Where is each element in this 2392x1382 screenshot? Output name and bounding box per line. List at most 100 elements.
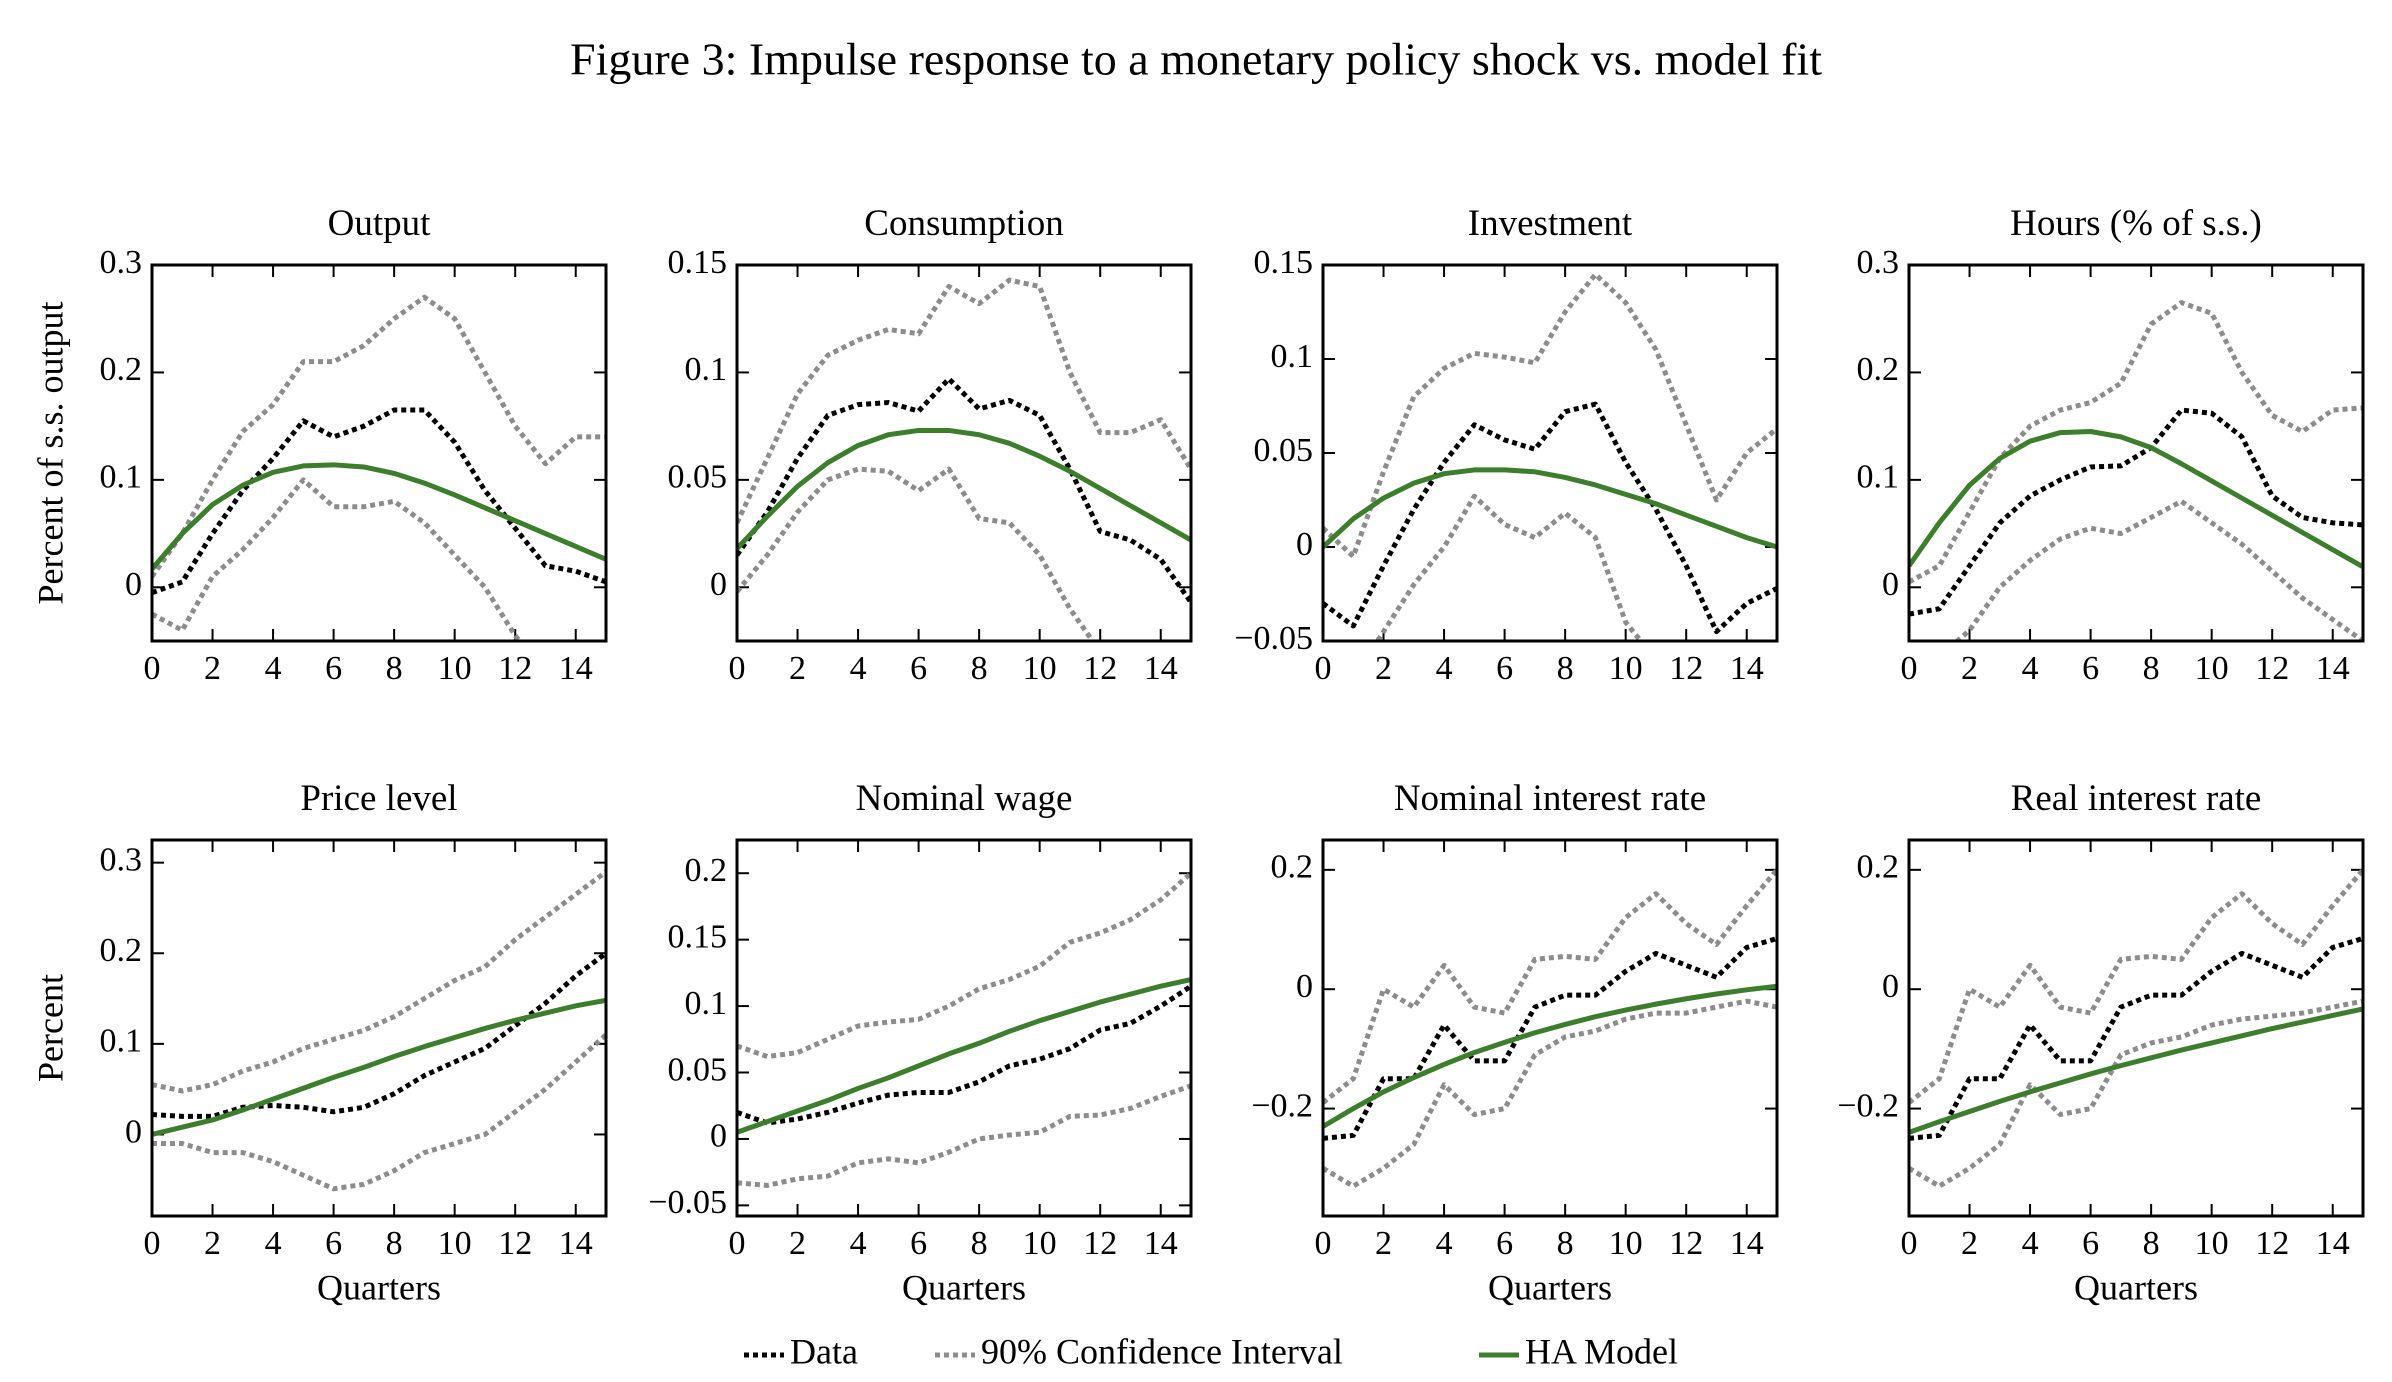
x-tick-label: 8 (1557, 1225, 1574, 1262)
x-tick-label: 0 (1901, 650, 1918, 687)
y-tick-label: −0.2 (1251, 1087, 1313, 1124)
x-tick-label: 6 (2082, 650, 2099, 687)
data-line (1323, 401, 1777, 635)
model-line (152, 462, 606, 571)
ci-line (1953, 498, 2363, 641)
x-tick-label: 4 (850, 1225, 867, 1262)
x-axis-label: Quarters (902, 1267, 1026, 1307)
x-tick-label: 8 (2143, 650, 2160, 687)
y-tick-label: 0.1 (100, 1023, 143, 1060)
x-tick-label: 4 (265, 650, 282, 687)
x-tick-label: 14 (559, 1225, 593, 1262)
model-line (1909, 429, 2363, 570)
x-tick-label: 4 (2022, 650, 2039, 687)
x-tick-label: 6 (1496, 1225, 1513, 1262)
x-tick-label: 6 (910, 1225, 927, 1262)
legend-label: 90% Confidence Interval (981, 1331, 1343, 1371)
x-tick-label: 14 (559, 650, 593, 687)
y-tick-label: 0 (125, 566, 142, 603)
x-tick-label: 12 (1669, 650, 1703, 687)
y-tick-label: 0 (1882, 968, 1899, 1005)
y-tick-label: 0.1 (1857, 459, 1900, 496)
ci-line (1909, 868, 2363, 1105)
x-tick-label: 6 (325, 1225, 342, 1262)
model-line (737, 427, 1191, 551)
data-line (152, 407, 606, 596)
ci-line (152, 1032, 606, 1192)
y-tick-label: 0.05 (1254, 432, 1314, 469)
x-tick-label: 10 (438, 1225, 472, 1262)
x-tick-label: 12 (2255, 650, 2289, 687)
lines (1323, 271, 1777, 641)
ci-line (737, 466, 1096, 641)
x-tick-label: 4 (2022, 1225, 2039, 1262)
panel-title: Hours (% of s.s.) (2010, 203, 2262, 244)
x-tick-label: 4 (265, 1225, 282, 1262)
y-tick-label: 0.2 (685, 852, 728, 889)
x-tick-label: 6 (1496, 650, 1513, 687)
x-tick-label: 14 (2316, 1225, 2350, 1262)
x-tick-label: 12 (498, 1225, 532, 1262)
ci-line (152, 294, 606, 578)
model-line (1323, 983, 1777, 1129)
ci-line (1323, 271, 1777, 559)
data-line (152, 951, 606, 1119)
plot-frame (150, 263, 608, 643)
x-tick-label: 8 (386, 650, 403, 687)
x-tick-label: 10 (2195, 650, 2229, 687)
x-tick-label: 12 (2255, 1225, 2289, 1262)
data-line (737, 984, 1191, 1126)
lines (737, 277, 1191, 641)
panel-title: Output (328, 203, 432, 244)
x-tick-label: 6 (2082, 1225, 2099, 1262)
y-tick-label: 0.15 (1254, 244, 1314, 281)
panel: Hours (% of s.s.) 0 0.1 0.2 0.3 0 2 4 6 8 10 12 14 (1857, 203, 2365, 687)
panel: Price level 0 0.1 0.2 0.3 0 2 4 6 8 10 12 14 Percent Q… (30, 778, 608, 1307)
y-axis-label: Percent (30, 974, 70, 1082)
panel: Output 0 0.1 0.2 0.3 0 2 4 6 8 10 12 14 Percent of s.… (30, 203, 608, 687)
ci-line (1374, 493, 1645, 641)
plot-frame (735, 263, 1193, 643)
lines (737, 871, 1191, 1188)
x-tick-label: 10 (1023, 1225, 1057, 1262)
y-tick-label: 0.2 (1857, 849, 1900, 886)
panel-title: Investment (1468, 203, 1633, 244)
x-tick-label: 12 (1083, 650, 1117, 687)
x-tick-label: 2 (204, 1225, 221, 1262)
ci-line (1909, 300, 2363, 585)
ci-line (1323, 998, 1777, 1189)
y-tick-label: 0 (125, 1113, 142, 1150)
y-tick-label: 0.3 (100, 841, 143, 878)
y-tick-label: −0.05 (648, 1184, 727, 1221)
x-tick-label: 0 (729, 1225, 746, 1262)
y-tick-label: 0.2 (100, 351, 143, 388)
lines (1323, 868, 1777, 1189)
y-tick-label: 0.05 (668, 1051, 728, 1088)
x-axis-label: Quarters (317, 1267, 441, 1307)
x-tick-label: 8 (971, 1225, 988, 1262)
x-tick-label: 4 (1436, 1225, 1453, 1262)
panel: Consumption 0 0.05 0.1 0.15 0 2 4 6 8 10 12 14 (668, 203, 1193, 687)
x-tick-label: 10 (2195, 1225, 2229, 1262)
x-tick-label: 12 (498, 650, 532, 687)
x-axis-label: Quarters (2074, 1267, 2198, 1307)
x-tick-label: 0 (144, 650, 161, 687)
y-tick-label: −0.05 (1234, 620, 1313, 657)
y-tick-label: 0.1 (100, 459, 143, 496)
x-tick-label: 10 (1609, 650, 1643, 687)
ci-line (737, 1083, 1191, 1188)
y-tick-label: −0.2 (1837, 1087, 1899, 1124)
x-tick-label: 8 (386, 1225, 403, 1262)
ci-line (737, 277, 1191, 524)
y-tick-label: 0 (1296, 968, 1313, 1005)
y-tick-label: 0 (710, 566, 727, 603)
model-line (1323, 467, 1777, 550)
panel-title: Consumption (864, 203, 1063, 244)
lines (152, 869, 606, 1192)
data-line (1909, 936, 2363, 1141)
x-tick-label: 8 (971, 650, 988, 687)
x-tick-label: 14 (2316, 650, 2350, 687)
x-tick-label: 14 (1730, 1225, 1764, 1262)
x-tick-label: 14 (1730, 650, 1764, 687)
